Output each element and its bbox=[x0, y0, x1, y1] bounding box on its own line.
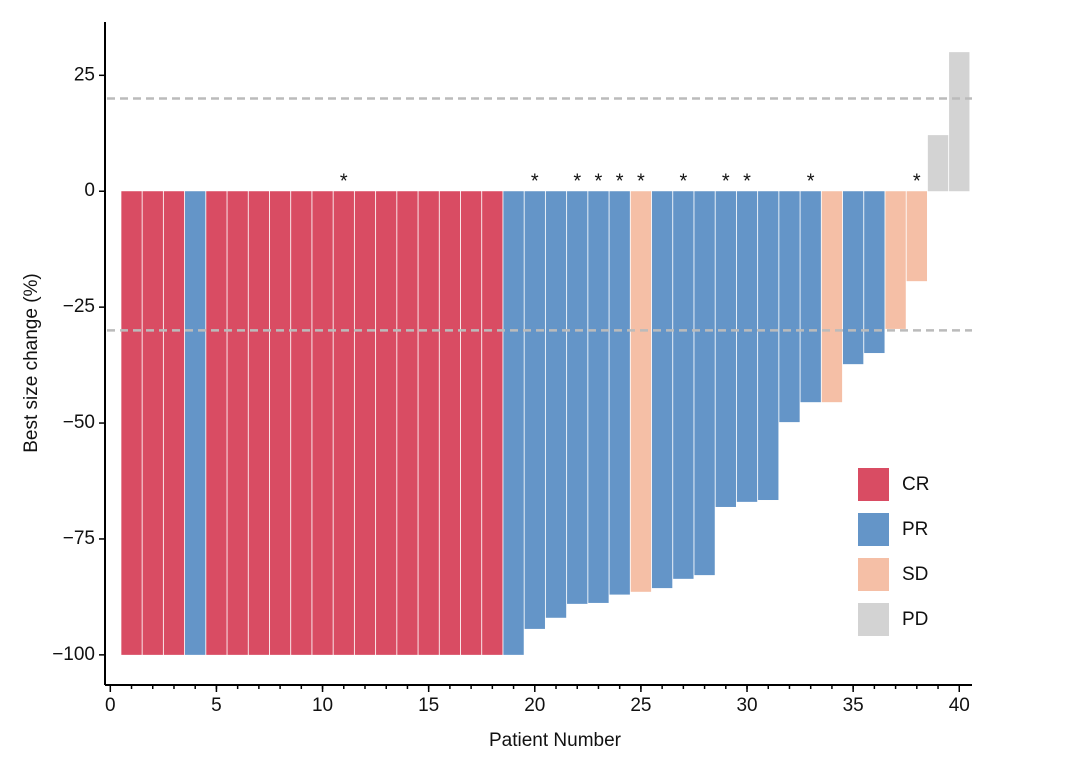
x-tick-label: 20 bbox=[524, 695, 545, 716]
bar bbox=[715, 191, 736, 507]
y-tick-label: 0 bbox=[84, 180, 95, 201]
x-tick-label: 15 bbox=[418, 695, 439, 716]
marker: * bbox=[531, 171, 539, 193]
bar bbox=[482, 191, 503, 655]
bar bbox=[291, 191, 312, 655]
bar bbox=[927, 135, 949, 192]
bar bbox=[821, 191, 843, 403]
bar bbox=[864, 191, 885, 354]
bar bbox=[397, 191, 418, 655]
bar bbox=[206, 191, 227, 655]
y-tick-label: −100 bbox=[52, 644, 95, 665]
legend-label: CR bbox=[902, 474, 929, 495]
bar bbox=[567, 191, 588, 604]
bar bbox=[545, 191, 567, 618]
bar bbox=[758, 191, 779, 501]
bar bbox=[227, 191, 248, 655]
bar bbox=[779, 191, 800, 423]
bar bbox=[354, 191, 376, 655]
bar bbox=[460, 191, 482, 655]
x-tick-label: 10 bbox=[312, 695, 333, 716]
bar bbox=[949, 52, 970, 192]
legend-swatch bbox=[858, 468, 889, 501]
bar bbox=[673, 191, 694, 579]
bar bbox=[269, 191, 291, 655]
bar bbox=[885, 191, 906, 329]
bar bbox=[651, 191, 673, 589]
marker: * bbox=[722, 171, 730, 193]
x-tick-label: 0 bbox=[105, 695, 116, 716]
legend-swatch bbox=[858, 603, 889, 636]
y-tick-label: −25 bbox=[63, 296, 95, 317]
legend-swatch bbox=[858, 558, 889, 591]
x-axis-label: Patient Number bbox=[489, 730, 622, 751]
bar bbox=[185, 191, 206, 655]
bar bbox=[609, 191, 630, 595]
bar bbox=[248, 191, 270, 655]
bar bbox=[503, 191, 524, 655]
x-tick-label: 30 bbox=[736, 695, 757, 716]
legend-label: PR bbox=[902, 519, 928, 540]
bar bbox=[800, 191, 821, 403]
marker: * bbox=[743, 171, 751, 193]
y-tick-label: −50 bbox=[63, 412, 95, 433]
legend-label: PD bbox=[902, 609, 928, 630]
bar bbox=[418, 191, 439, 655]
bar bbox=[312, 191, 333, 655]
bar bbox=[736, 191, 758, 502]
bar bbox=[333, 191, 354, 655]
bar bbox=[842, 191, 864, 365]
bar bbox=[906, 191, 928, 282]
y-tick-label: 25 bbox=[74, 64, 95, 85]
x-tick-label: 35 bbox=[843, 695, 864, 716]
marker: * bbox=[637, 171, 645, 193]
bar bbox=[630, 191, 652, 592]
x-tick-label: 25 bbox=[630, 695, 651, 716]
x-tick-label: 5 bbox=[211, 695, 222, 716]
bar bbox=[163, 191, 185, 655]
marker: * bbox=[679, 171, 687, 193]
marker: * bbox=[340, 171, 348, 193]
bar bbox=[439, 191, 461, 655]
marker: * bbox=[573, 171, 581, 193]
legend-swatch bbox=[858, 513, 889, 546]
bar bbox=[121, 191, 142, 655]
bar bbox=[524, 191, 545, 629]
marker: * bbox=[913, 171, 921, 193]
x-tick-label: 40 bbox=[949, 695, 970, 716]
y-axis-label: Best size change (%) bbox=[21, 273, 42, 453]
marker: * bbox=[807, 171, 815, 193]
marker: * bbox=[616, 171, 624, 193]
marker: * bbox=[595, 171, 603, 193]
bar bbox=[376, 191, 397, 655]
bar bbox=[142, 191, 163, 655]
y-tick-label: −75 bbox=[63, 528, 95, 549]
bar bbox=[588, 191, 609, 603]
legend-label: SD bbox=[902, 564, 928, 585]
bar bbox=[694, 191, 715, 576]
